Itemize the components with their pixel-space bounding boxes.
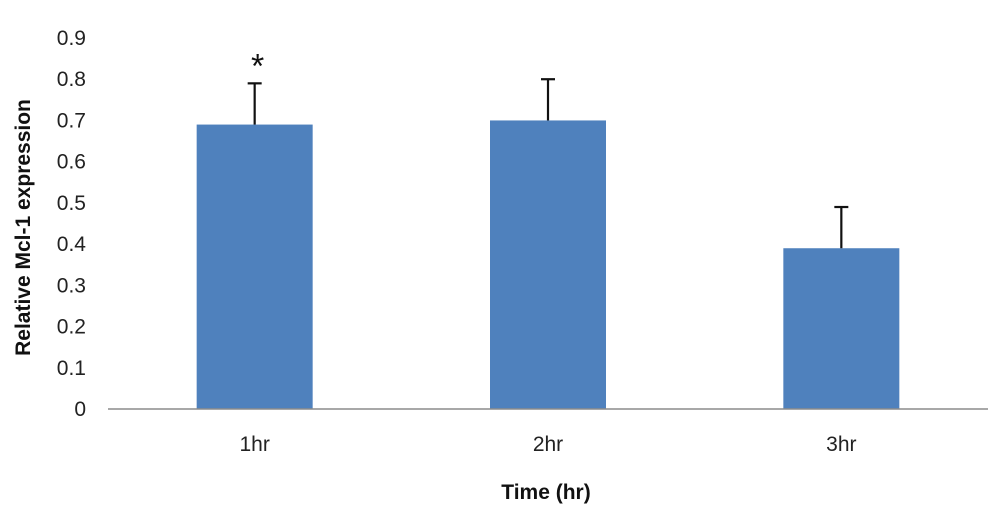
y-axis-ticks: 0 0.1 0.2 0.3 0.4 0.5 0.6 0.7 0.8 0.9 [57,27,87,421]
bar-2hr [490,120,606,409]
y-tick-label: 0.1 [57,357,86,380]
y-tick-label: 0.6 [57,151,86,174]
y-tick-label: 0.3 [57,274,86,297]
y-tick-label: 0.5 [57,192,86,215]
y-tick-label: 0.8 [57,68,86,91]
y-tick-label: 0.7 [57,109,86,132]
y-tick-label: 0.2 [57,316,86,339]
y-tick-label: 0.4 [57,233,87,256]
bar-3hr [783,248,900,409]
y-tick-label: 0.9 [57,27,86,50]
significance-asterisk: * [251,47,264,85]
bars: * [196,47,900,410]
y-tick-label: 0 [74,398,86,421]
x-axis-title: Time (hr) [501,481,590,504]
x-tick-label-1hr: 1hr [239,433,269,456]
y-axis-title: Relative Mcl-1 expression [12,99,35,356]
x-tick-label-2hr: 2hr [533,433,563,456]
x-axis-ticks: 1hr 2hr 3hr [239,433,856,456]
x-tick-label-3hr: 3hr [826,433,856,456]
bar-1hr [196,124,313,410]
